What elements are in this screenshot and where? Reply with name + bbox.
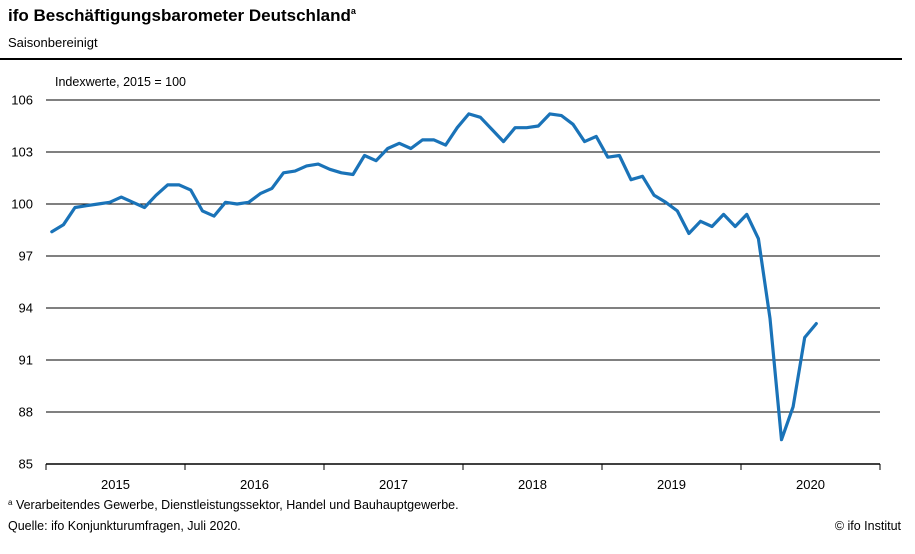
header-rule — [0, 58, 902, 60]
x-axis: 2015 2016 2017 2018 2019 2020 — [45, 463, 881, 492]
series — [50, 112, 818, 442]
grid — [46, 99, 880, 413]
x-tick-label: 2020 — [796, 477, 825, 492]
y-tick-label: 91 — [19, 353, 33, 368]
x-tick-label: 2016 — [240, 477, 269, 492]
y-tick-label: 94 — [19, 301, 33, 316]
footnote-marker: a — [8, 498, 13, 507]
line-chart: Indexwerte, 2015 = 100 85 88 91 94 97 100 103 1… — [11, 75, 881, 492]
series-line — [50, 112, 818, 442]
y-tick-label: 106 — [11, 93, 33, 108]
y-tick-label: 85 — [19, 457, 33, 472]
y-tick-labels: 85 88 91 94 97 100 103 106 — [11, 93, 33, 472]
x-tick-label: 2019 — [657, 477, 686, 492]
x-tick-label: 2015 — [101, 477, 130, 492]
y-tick-label: 100 — [11, 197, 33, 212]
title-footnote-marker: a — [350, 6, 356, 16]
chart-subtitle: Saisonbereinigt — [8, 35, 98, 50]
y-tick-label: 88 — [19, 405, 33, 420]
y-tick-label: 97 — [19, 249, 33, 264]
y-axis-label: Indexwerte, 2015 = 100 — [55, 75, 186, 89]
x-tick-label: 2018 — [518, 477, 547, 492]
chart-title: ifo Beschäftigungsbarometer Deutschlanda — [8, 6, 356, 25]
x-tick-label: 2017 — [379, 477, 408, 492]
copyright: © ifo Institut — [834, 519, 901, 533]
footnote: a Verarbeitendes Gewerbe, Dienstleistung… — [8, 498, 459, 512]
source-note: Quelle: ifo Konjunkturumfragen, Juli 202… — [8, 519, 241, 533]
y-tick-label: 103 — [11, 145, 33, 160]
